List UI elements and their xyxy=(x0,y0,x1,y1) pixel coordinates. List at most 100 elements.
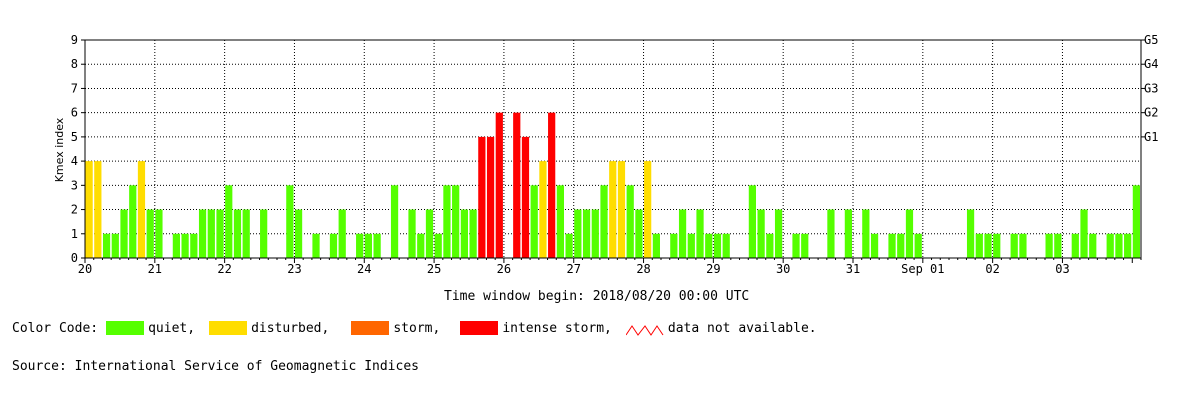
kp-bar xyxy=(905,209,914,258)
x-tick-label: 29 xyxy=(706,262,720,276)
g-scale-label: G3 xyxy=(1144,81,1158,95)
kp-bar xyxy=(425,209,434,258)
kp-bar xyxy=(312,233,320,258)
x-tick-label: 26 xyxy=(497,262,511,276)
y-tick-label: 3 xyxy=(71,178,78,192)
kp-bar xyxy=(713,233,722,258)
kp-bar xyxy=(626,185,634,258)
x-tick-label: 21 xyxy=(148,262,162,276)
kp-bar xyxy=(408,209,416,258)
legend-na-label: data not available. xyxy=(667,320,817,336)
kp-bar xyxy=(102,233,111,258)
kp-bar xyxy=(198,209,207,258)
kp-bar xyxy=(600,185,608,258)
kp-bar xyxy=(556,185,564,258)
kp-bar xyxy=(574,209,582,258)
x-tick-label: 23 xyxy=(287,262,301,276)
y-tick-label: 4 xyxy=(71,154,78,168)
kp-bar xyxy=(897,233,905,258)
kp-bar xyxy=(670,233,678,258)
kp-bar xyxy=(1115,233,1123,258)
red-zigzag-icon xyxy=(625,321,664,336)
kp-bar xyxy=(609,161,617,258)
legend-disturbed-label: disturbed, xyxy=(251,320,330,336)
kp-bar xyxy=(1106,233,1114,258)
x-axis-title: Time window begin: 2018/08/20 00:00 UTC xyxy=(444,289,750,304)
kp-bar xyxy=(417,233,425,258)
kp-bar xyxy=(452,185,460,258)
legend: Color Code: quiet, disturbed, storm, int… xyxy=(12,319,831,337)
kp-bar xyxy=(260,209,268,258)
kp-bar xyxy=(373,233,381,258)
kp-bar xyxy=(329,233,338,258)
y-tick-label: 2 xyxy=(71,203,78,217)
kp-bar xyxy=(687,233,695,258)
kp-bar xyxy=(792,233,800,258)
g-scale-label: G2 xyxy=(1144,106,1158,120)
kp-bar xyxy=(539,161,547,258)
y-tick-label: 0 xyxy=(71,251,78,265)
kp-bar xyxy=(696,209,704,258)
kp-bar xyxy=(914,233,922,258)
kp-bar xyxy=(1019,233,1027,258)
bars xyxy=(85,112,1140,259)
y-axis-label: Kmex index xyxy=(53,117,66,182)
g-scale-label: G5 xyxy=(1144,33,1158,47)
x-tick-label: 30 xyxy=(776,262,790,276)
kp-bar xyxy=(129,185,137,258)
y-tick-label: 1 xyxy=(71,227,78,241)
kp-bar xyxy=(469,209,477,258)
kp-bar xyxy=(120,209,128,258)
legend-intense-swatch xyxy=(460,321,499,335)
kp-bar xyxy=(766,233,774,258)
kp-bar xyxy=(1071,233,1079,258)
kp-bar xyxy=(146,209,154,258)
kp-bar xyxy=(827,209,835,258)
kp-bar xyxy=(390,185,399,258)
x-tick-label: 25 xyxy=(427,262,441,276)
x-tick-label: 02 xyxy=(985,262,999,276)
kp-bar xyxy=(85,161,93,258)
kp-bar xyxy=(1045,233,1053,258)
x-tick-label: 22 xyxy=(217,262,231,276)
kp-bar xyxy=(294,209,303,258)
kp-bar xyxy=(652,233,660,258)
kp-bar xyxy=(172,233,180,258)
kp-bar xyxy=(155,209,163,258)
kp-bar xyxy=(1124,233,1132,258)
kp-bar xyxy=(94,161,102,258)
y-tick-label: 6 xyxy=(71,106,78,120)
x-tick-label: 27 xyxy=(567,262,581,276)
x-tick-label: 24 xyxy=(357,262,371,276)
source-text: Source: International Service of Geomagn… xyxy=(12,359,419,374)
legend-intense-label: intense storm, xyxy=(502,320,612,336)
x-tick-label: 31 xyxy=(846,262,860,276)
kp-bar xyxy=(1080,209,1088,258)
kp-bar xyxy=(862,209,870,258)
kp-bar xyxy=(207,209,215,258)
kp-bar xyxy=(644,161,652,258)
kp-bar xyxy=(443,185,451,258)
kp-bar xyxy=(582,209,591,258)
x-tick-label: 28 xyxy=(636,262,650,276)
kp-bar xyxy=(975,233,983,258)
kp-bar xyxy=(521,136,530,258)
kp-bar xyxy=(530,185,538,258)
kp-bar xyxy=(678,209,687,258)
kp-bar xyxy=(111,233,119,258)
legend-storm-swatch xyxy=(351,321,390,335)
y-tick-label: 7 xyxy=(71,81,78,95)
kp-bar xyxy=(774,209,783,258)
y-tick-label: 9 xyxy=(71,33,78,47)
kp-bar xyxy=(478,136,486,258)
legend-title: Color Code: xyxy=(12,320,99,336)
kp-bar xyxy=(1132,185,1140,258)
legend-quiet-swatch xyxy=(106,321,145,335)
kp-bar xyxy=(748,185,756,258)
kp-bar xyxy=(242,209,250,258)
kp-bar xyxy=(225,185,233,258)
kp-bar xyxy=(548,112,556,259)
x-tick-label: 03 xyxy=(1055,262,1069,276)
plot-frame xyxy=(84,39,1142,259)
